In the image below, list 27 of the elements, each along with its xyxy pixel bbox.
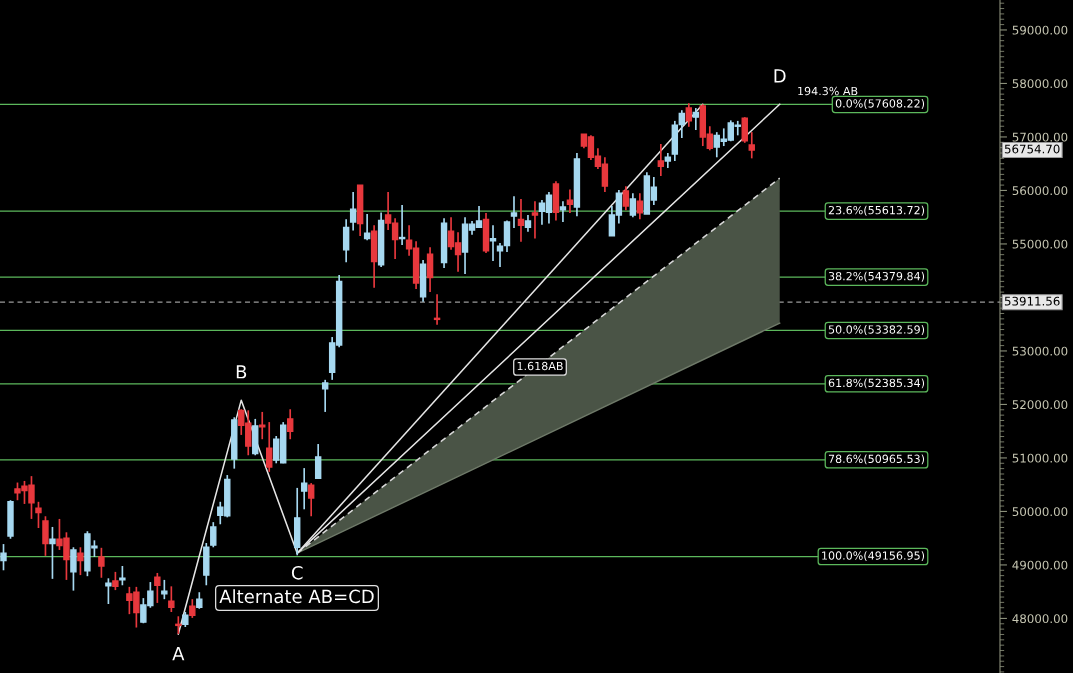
annotation: Alternate AB=CD [219, 589, 374, 604]
y-tick-label: 51000.00 [1012, 453, 1068, 463]
data-label: C [291, 565, 303, 580]
data-label: D [774, 69, 786, 83]
text: 56754.70 [1004, 144, 1060, 154]
annotation: 194.3% AB [798, 86, 858, 96]
data-label: B [236, 365, 247, 379]
y-tick-label: 59000.00 [1012, 25, 1068, 35]
y-tick-label: 53000.00 [1012, 346, 1068, 356]
y-tick-label: 58000.00 [1012, 79, 1068, 89]
ref-line-label: 100.0%(49156.95) [822, 551, 925, 562]
ref-line-label: 61.8%(52385.34) [828, 378, 925, 389]
ref-line-label: 53911.56 [1004, 296, 1060, 306]
ref-line-label: 23.6%(55613.72) [828, 205, 925, 216]
y-tick-label: 52000.00 [1012, 400, 1068, 410]
y-tick-label: 55000.00 [1012, 239, 1068, 249]
y-tick-label: 57000.00 [1012, 132, 1068, 142]
annotation: 1.618AB [517, 361, 563, 371]
ref-line-label: 78.6%(50965.53) [828, 454, 925, 465]
ref-line-label: 0.0%(57608.22) [835, 99, 925, 109]
data-label: A [172, 647, 185, 661]
ref-line-label: 50.0%(53382.59) [828, 325, 925, 336]
y-tick-label: 48000.00 [1012, 614, 1068, 624]
ref-line-label: 38.2%(54379.84) [828, 271, 925, 282]
y-tick-label: 49000.00 [1012, 560, 1068, 570]
y-tick-label: 56000.00 [1012, 186, 1068, 196]
y-tick-label: 50000.00 [1012, 507, 1068, 517]
